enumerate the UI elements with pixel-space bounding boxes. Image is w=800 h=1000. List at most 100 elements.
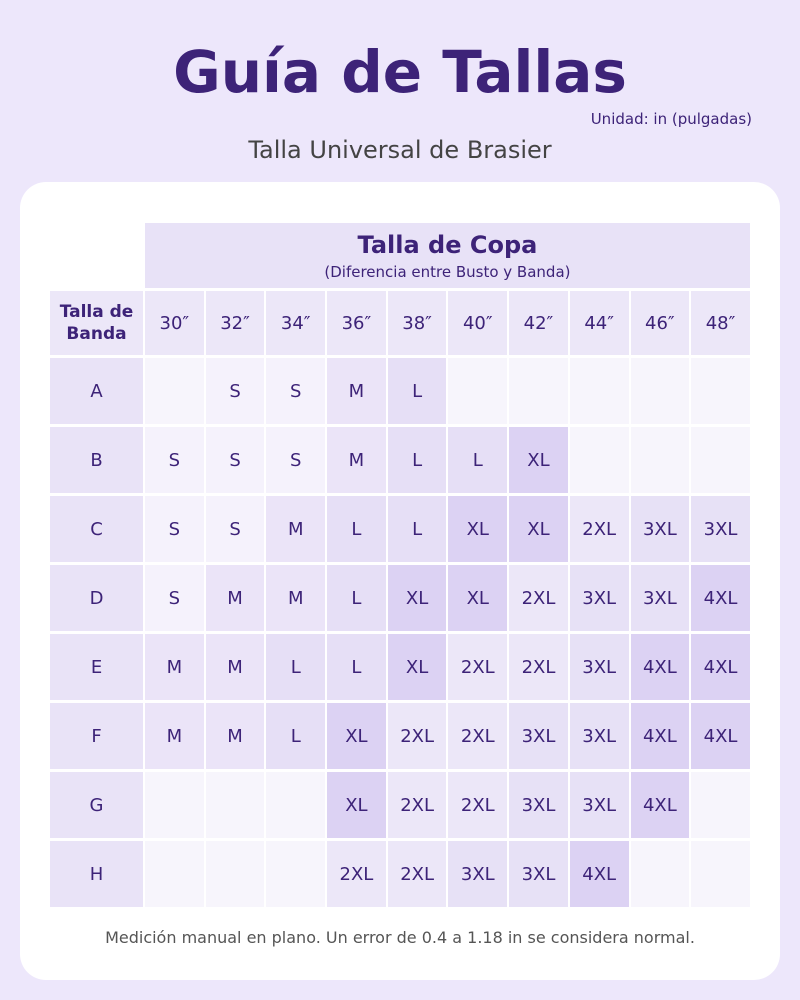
size-cell <box>630 358 690 424</box>
column-header: 44″ <box>569 291 629 355</box>
size-cell <box>145 841 204 907</box>
size-cell: 3XL <box>569 634 629 700</box>
size-cell: L <box>387 358 447 424</box>
column-header: 40″ <box>448 291 508 355</box>
size-cell: 2XL <box>387 841 447 907</box>
size-cell: 4XL <box>630 634 690 700</box>
size-cell: 2XL <box>448 634 508 700</box>
size-cell: M <box>145 634 204 700</box>
size-cell: S <box>145 496 204 562</box>
size-cell: S <box>266 358 326 424</box>
size-cell: 3XL <box>509 703 568 769</box>
size-cell: S <box>205 358 265 424</box>
size-cell: M <box>205 634 265 700</box>
column-header: 36″ <box>327 291 386 355</box>
size-cell <box>205 841 265 907</box>
size-cell: 3XL <box>630 565 690 631</box>
size-cell: M <box>205 703 265 769</box>
size-cell: 3XL <box>630 496 690 562</box>
size-cell: 3XL <box>569 772 629 838</box>
size-cell: S <box>145 565 204 631</box>
row-label: E <box>50 634 143 700</box>
size-cell: L <box>448 427 508 493</box>
size-cell: XL <box>327 772 386 838</box>
cup-subtitle: (Diferencia entre Busto y Banda) <box>324 262 571 281</box>
size-cell <box>266 772 326 838</box>
size-cell: 4XL <box>691 634 750 700</box>
size-cell: L <box>327 496 386 562</box>
size-cell: 2XL <box>509 634 568 700</box>
row-label: D <box>50 565 143 631</box>
size-cell: 3XL <box>448 841 508 907</box>
size-cell: 3XL <box>691 496 750 562</box>
size-cell: XL <box>448 496 508 562</box>
size-cell: 4XL <box>691 565 750 631</box>
column-header: 46″ <box>630 291 690 355</box>
size-cell: M <box>145 703 204 769</box>
size-cell: L <box>327 634 386 700</box>
column-header: 38″ <box>387 291 447 355</box>
size-cell: 2XL <box>569 496 629 562</box>
size-cell: S <box>266 427 326 493</box>
size-cell: L <box>387 496 447 562</box>
subtitle: Talla Universal de Brasier <box>248 136 552 164</box>
size-cell: 3XL <box>509 772 568 838</box>
size-cell: XL <box>327 703 386 769</box>
size-cell: XL <box>509 427 568 493</box>
size-cell <box>205 772 265 838</box>
size-cell: 3XL <box>569 565 629 631</box>
size-cell <box>691 772 750 838</box>
size-cell <box>691 841 750 907</box>
size-cell <box>145 358 204 424</box>
size-cell: 4XL <box>691 703 750 769</box>
size-cell <box>569 358 629 424</box>
size-cell <box>509 358 568 424</box>
size-cell <box>266 841 326 907</box>
row-label: A <box>50 358 143 424</box>
column-header: 30″ <box>145 291 204 355</box>
size-cell: L <box>387 427 447 493</box>
size-cell: 2XL <box>448 703 508 769</box>
size-cell: L <box>266 703 326 769</box>
row-label: C <box>50 496 143 562</box>
footer-note: Medición manual en plano. Un error de 0.… <box>105 928 695 947</box>
band-header: Talla de Banda <box>50 291 143 355</box>
size-cell: M <box>327 358 386 424</box>
size-cell <box>691 358 750 424</box>
size-cell: 4XL <box>630 703 690 769</box>
unit: Unidad: in (pulgadas) <box>590 110 752 128</box>
column-header: 42″ <box>509 291 568 355</box>
title: Guía de Tallas <box>173 38 627 106</box>
row-label: B <box>50 427 143 493</box>
size-cell: XL <box>509 496 568 562</box>
size-cell: S <box>145 427 204 493</box>
size-cell: L <box>266 634 326 700</box>
size-cell: XL <box>387 565 447 631</box>
column-header: 48″ <box>691 291 750 355</box>
size-cell: M <box>205 565 265 631</box>
size-cell: 2XL <box>509 565 568 631</box>
column-header: 34″ <box>266 291 326 355</box>
size-cell <box>448 358 508 424</box>
row-label: G <box>50 772 143 838</box>
size-cell: 2XL <box>387 772 447 838</box>
size-cell: 2XL <box>327 841 386 907</box>
row-label: H <box>50 841 143 907</box>
size-cell: M <box>266 565 326 631</box>
column-header: 32″ <box>205 291 265 355</box>
size-cell: 2XL <box>387 703 447 769</box>
size-cell: M <box>327 427 386 493</box>
size-cell: M <box>266 496 326 562</box>
size-cell <box>630 427 690 493</box>
row-label: F <box>50 703 143 769</box>
size-cell: 3XL <box>569 703 629 769</box>
size-cell: 4XL <box>630 772 690 838</box>
size-cell: 4XL <box>569 841 629 907</box>
size-cell: XL <box>387 634 447 700</box>
size-cell: L <box>327 565 386 631</box>
size-cell <box>145 772 204 838</box>
cup-header: Talla de Copa (Diferencia entre Busto y … <box>145 223 750 288</box>
size-cell: 3XL <box>509 841 568 907</box>
size-cell: 2XL <box>448 772 508 838</box>
